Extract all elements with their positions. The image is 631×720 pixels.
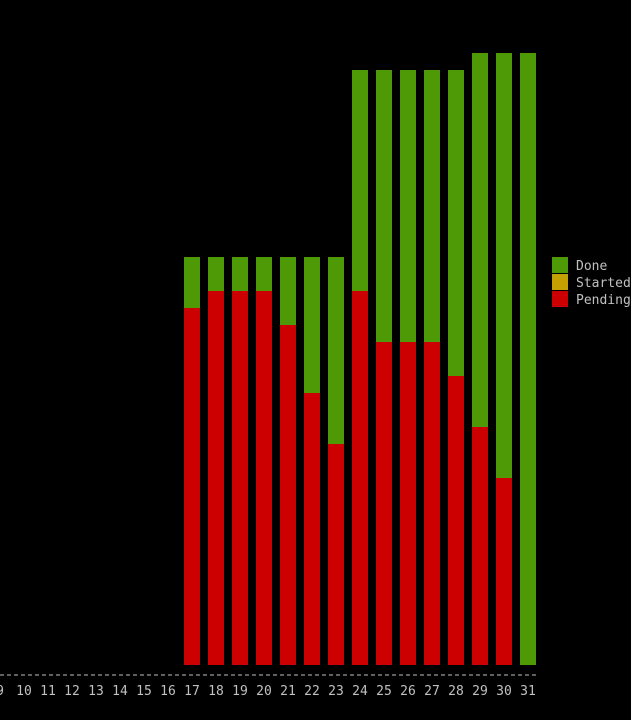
bar-pending-27 <box>424 342 440 665</box>
bar-pending-19 <box>232 291 248 665</box>
x-tick-24: 24 <box>352 684 368 699</box>
x-tick-16: 16 <box>160 684 176 699</box>
bar-pending-30 <box>496 478 512 665</box>
bars-group <box>184 53 536 665</box>
legend-swatch-done <box>552 257 568 273</box>
x-tick-11: 11 <box>40 684 56 699</box>
bar-pending-18 <box>208 291 224 665</box>
x-tick-20: 20 <box>256 684 272 699</box>
x-tick-9: 9 <box>0 684 4 699</box>
legend: Done Started Pending <box>552 257 631 308</box>
x-tick-10: 10 <box>16 684 32 699</box>
bar-done-23 <box>328 257 344 444</box>
legend-swatch-pending <box>552 291 568 307</box>
bar-done-20 <box>256 257 272 291</box>
bar-pending-23 <box>328 444 344 665</box>
bar-pending-25 <box>376 342 392 665</box>
x-tick-31: 31 <box>520 684 536 699</box>
legend-label-done: Done <box>576 259 607 274</box>
x-tick-19: 19 <box>232 684 248 699</box>
x-tick-labels: 9 10 11 12 13 14 15 16 17 18 19 20 21 22 23 24 25 26 27 28 2… <box>0 684 536 699</box>
x-tick-29: 29 <box>472 684 488 699</box>
x-tick-14: 14 <box>112 684 128 699</box>
bar-done-28 <box>448 70 464 376</box>
x-tick-15: 15 <box>136 684 152 699</box>
bar-pending-24 <box>352 291 368 665</box>
bar-pending-28 <box>448 376 464 665</box>
x-tick-30: 30 <box>496 684 512 699</box>
bar-pending-21 <box>280 325 296 665</box>
x-tick-17: 17 <box>184 684 200 699</box>
bar-pending-17 <box>184 308 200 665</box>
x-tick-22: 22 <box>304 684 320 699</box>
bar-done-17 <box>184 257 200 308</box>
legend-label-pending: Pending <box>576 293 631 308</box>
bar-done-24 <box>352 70 368 291</box>
bar-done-29 <box>472 53 488 427</box>
bar-done-19 <box>232 257 248 291</box>
bar-pending-29 <box>472 427 488 665</box>
bar-done-18 <box>208 257 224 291</box>
x-tick-18: 18 <box>208 684 224 699</box>
x-tick-26: 26 <box>400 684 416 699</box>
x-tick-12: 12 <box>64 684 80 699</box>
bar-pending-26 <box>400 342 416 665</box>
x-tick-23: 23 <box>328 684 344 699</box>
x-tick-27: 27 <box>424 684 440 699</box>
x-tick-25: 25 <box>376 684 392 699</box>
bar-done-27 <box>424 70 440 342</box>
bar-done-21 <box>280 257 296 325</box>
bar-done-31 <box>520 53 536 665</box>
x-tick-21: 21 <box>280 684 296 699</box>
bar-pending-22 <box>304 393 320 665</box>
bar-done-22 <box>304 257 320 393</box>
bar-done-26 <box>400 70 416 342</box>
bar-done-30 <box>496 53 512 478</box>
x-tick-13: 13 <box>88 684 104 699</box>
legend-swatch-started <box>552 274 568 290</box>
x-tick-28: 28 <box>448 684 464 699</box>
bar-done-25 <box>376 70 392 342</box>
legend-label-started: Started <box>576 276 631 291</box>
bar-pending-20 <box>256 291 272 665</box>
